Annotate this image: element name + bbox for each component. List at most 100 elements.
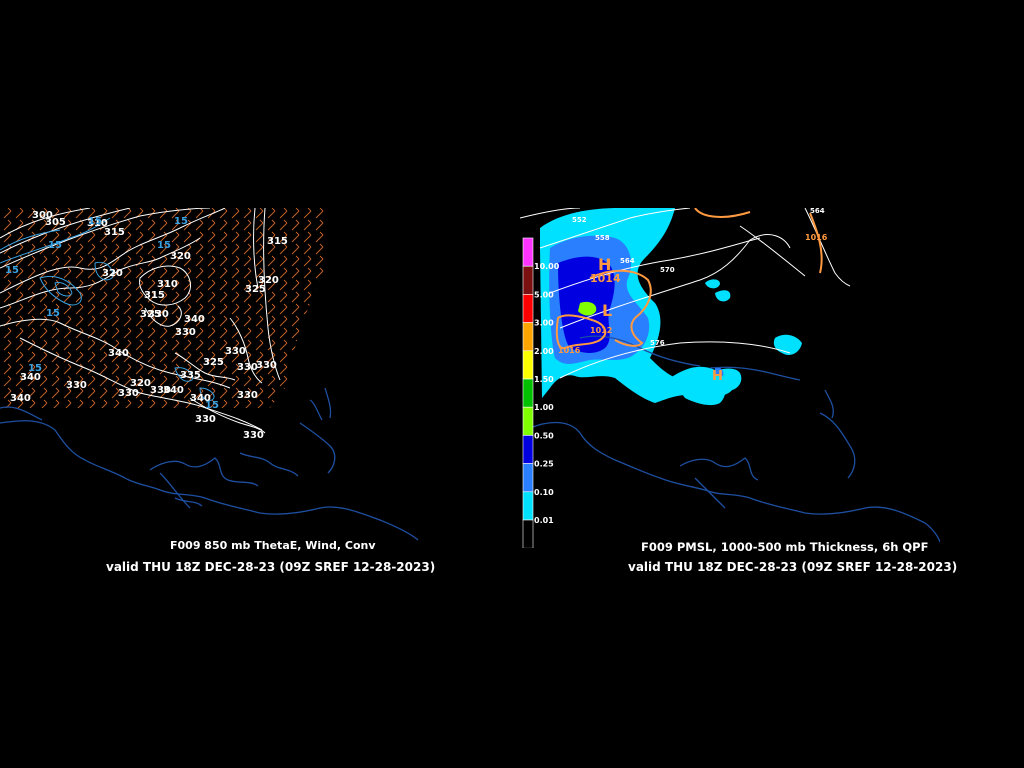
wind-barb (135, 399, 144, 408)
wind-barb (3, 351, 12, 363)
wind-barb (51, 375, 60, 387)
conv-label: 15 (157, 240, 171, 251)
wind-barb (195, 291, 204, 303)
wind-barb (147, 279, 156, 291)
wind-barb (27, 339, 36, 351)
wind-barb (159, 351, 168, 363)
wind-barb (267, 363, 276, 375)
wind-barb (159, 399, 168, 408)
wind-barb (291, 267, 300, 279)
wind-barb (27, 291, 36, 303)
contour-label: 315 (267, 236, 288, 247)
wind-barb (63, 219, 72, 231)
wind-barb (123, 303, 132, 315)
wind-barb (147, 208, 156, 219)
wind-barb (39, 219, 48, 231)
wind-barb (328, 268, 335, 278)
wind-barb (15, 387, 24, 399)
wind-barb (255, 243, 264, 255)
contour-label: 320 (170, 251, 191, 262)
wind-barb (303, 351, 312, 363)
wind-barb (63, 339, 72, 351)
wind-barb (291, 387, 300, 399)
wind-barb (303, 291, 312, 303)
wind-barb (279, 399, 288, 408)
contour-label: 325 (140, 309, 161, 320)
wind-barb (207, 399, 216, 408)
wind-barb (111, 387, 120, 399)
wind-barb (195, 231, 204, 243)
wind-barb (51, 363, 60, 375)
legend-swatch (522, 350, 534, 380)
wind-barb (315, 375, 324, 387)
wind-barb (291, 243, 300, 255)
qpf-legend: 10.00 5.00 3.00 2.00 1.50 1.00 0.50 0.25 0.10 0.0… (522, 237, 560, 548)
wind-barb (195, 279, 204, 291)
wind-barb (135, 219, 144, 231)
contour-label: 330 (195, 414, 216, 425)
wind-barb (147, 219, 156, 231)
wind-barb (195, 208, 204, 219)
wind-barb (39, 303, 48, 315)
wind-barb (75, 255, 84, 267)
wind-barb (279, 375, 288, 387)
wind-barb (51, 208, 60, 219)
wind-barb (255, 375, 264, 387)
wind-barb (279, 291, 288, 303)
wind-barb (231, 339, 240, 351)
wind-barb (328, 208, 335, 218)
wind-barb (303, 303, 312, 315)
wind-barb (267, 387, 276, 399)
wind-barb (328, 232, 335, 242)
wind-barb (171, 375, 180, 387)
wind-barb (183, 315, 192, 327)
wind-barb (207, 255, 216, 267)
wind-barb (279, 327, 288, 339)
wind-barb (147, 351, 156, 363)
wind-barb (303, 315, 312, 327)
wind-barb (219, 219, 228, 231)
wind-barb (111, 208, 120, 219)
wind-barb (123, 219, 132, 231)
wind-barb (291, 255, 300, 267)
wind-barb (267, 231, 276, 243)
wind-barb (3, 219, 12, 231)
wind-barb (243, 387, 252, 399)
wind-barb (207, 327, 216, 339)
wind-barb (99, 267, 108, 279)
wind-barb (291, 231, 300, 243)
legend-label: 5.00 (534, 290, 554, 299)
wind-barb (39, 208, 48, 219)
wind-barb (207, 375, 216, 387)
wind-barb (87, 303, 96, 315)
pmsl-thickness-qpf-map: 552 558 564 570 564 576 1014 1016 1012 1016 H H L 10… (520, 208, 940, 548)
wind-barb (135, 315, 144, 327)
wind-barb (39, 399, 48, 408)
wind-barb (87, 315, 96, 327)
wind-barb (15, 363, 24, 375)
wind-barb (243, 231, 252, 243)
wind-barb (303, 339, 312, 351)
wind-barb (255, 267, 264, 279)
right-panel-title: F009 PMSL, 1000-500 mb Thickness, 6h QPF (641, 540, 929, 554)
wind-barb (135, 267, 144, 279)
wind-barb (207, 208, 216, 219)
wind-barb (291, 363, 300, 375)
wind-barb (183, 255, 192, 267)
wind-barb (255, 387, 264, 399)
wind-barb (315, 339, 324, 351)
wind-barb (99, 363, 108, 375)
wind-barb (267, 375, 276, 387)
wind-barb (195, 399, 204, 408)
wind-barb (267, 291, 276, 303)
wind-barb (219, 327, 228, 339)
wind-barb (171, 219, 180, 231)
wind-barb (63, 399, 72, 408)
legend-swatch (522, 322, 534, 352)
wind-barb (243, 351, 252, 363)
wind-barb (315, 208, 324, 219)
legend-label: 0.01 (534, 516, 554, 525)
wind-barb (159, 387, 168, 399)
legend-label: 10.00 (534, 262, 560, 271)
wind-barb (99, 303, 108, 315)
